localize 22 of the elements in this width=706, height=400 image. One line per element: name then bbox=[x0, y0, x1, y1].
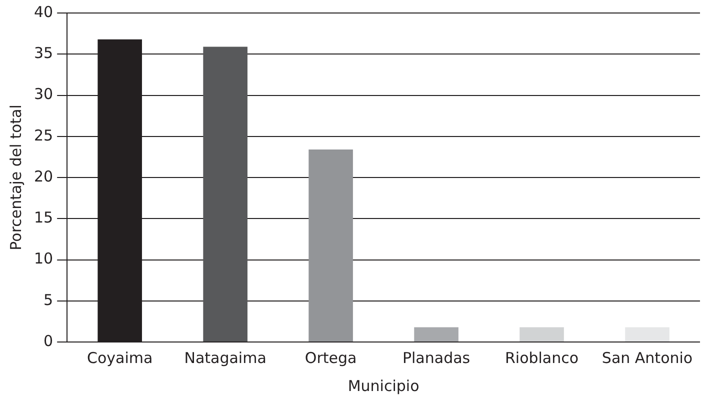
y-tick-label: 15 bbox=[34, 208, 54, 227]
bar bbox=[203, 46, 248, 342]
x-tick-label: Coyaima bbox=[86, 348, 153, 367]
bar bbox=[520, 327, 564, 342]
x-tick-label: Planadas bbox=[402, 348, 470, 367]
x-tick-label: Rioblanco bbox=[504, 348, 579, 367]
bar bbox=[625, 327, 670, 342]
y-tick-label: 40 bbox=[34, 2, 54, 21]
y-tick-label: 25 bbox=[34, 126, 54, 144]
y-axis-title: Porcentaje del total bbox=[6, 104, 25, 250]
x-tick-label: San Antonio bbox=[602, 348, 693, 367]
y-tick-label: 30 bbox=[34, 85, 54, 104]
y-tick-label: 20 bbox=[34, 167, 54, 186]
x-tick-label: Natagaima bbox=[184, 348, 266, 367]
y-tick-label: 35 bbox=[34, 44, 54, 62]
x-axis-title: Municipio bbox=[348, 376, 420, 395]
y-tick-label: 5 bbox=[44, 290, 54, 309]
bar bbox=[308, 150, 353, 342]
y-tick-label: 0 bbox=[44, 332, 54, 350]
y-tick-label: 10 bbox=[34, 250, 54, 268]
x-tick-label: Ortega bbox=[304, 348, 357, 367]
bar bbox=[414, 327, 458, 342]
